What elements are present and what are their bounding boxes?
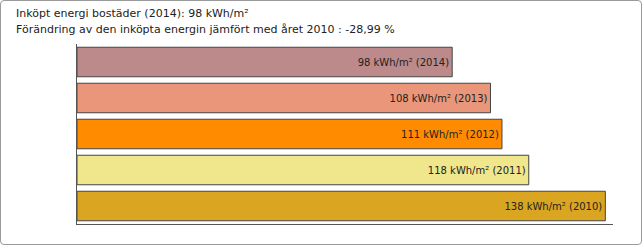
html-text:Inköpt energi bostäder (2014):: Inköpt energi bostäder (2014): 98 kWh/m² — [16, 7, 249, 20]
svg-text:111 kWh/m² (2012): 111 kWh/m² (2012) — [401, 129, 499, 140]
svg-text:138 kWh/m² (2010): 138 kWh/m² (2010) — [504, 201, 602, 212]
html-text:Förändring av den inköpta ener: Förändring av den inköpta energin jämför… — [16, 23, 395, 36]
svg-text:108 kWh/m² (2013): 108 kWh/m² (2013) — [390, 93, 488, 104]
svg-text:98 kWh/m² (2014): 98 kWh/m² (2014) — [358, 57, 450, 68]
svg-text:118 kWh/m² (2011): 118 kWh/m² (2011) — [428, 165, 526, 176]
